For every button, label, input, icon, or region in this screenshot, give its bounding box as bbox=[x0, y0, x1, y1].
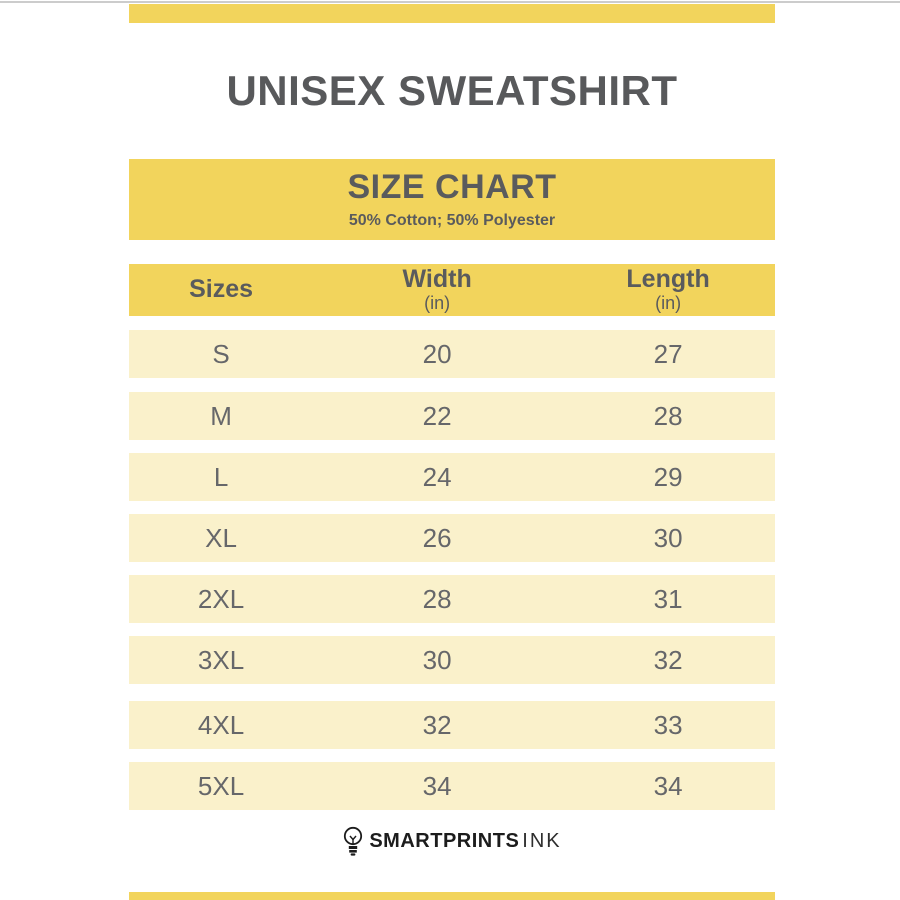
length-value: 29 bbox=[653, 461, 683, 492]
bottom-accent-bar bbox=[129, 892, 775, 900]
table-row: M 22 28 bbox=[129, 392, 775, 440]
width-value: 28 bbox=[422, 583, 452, 614]
width-value: 24 bbox=[422, 461, 452, 492]
column-header-sizes: Sizes bbox=[189, 274, 254, 303]
size-value: M bbox=[210, 400, 232, 431]
size-value: 5XL bbox=[197, 770, 245, 801]
table-row: 4XL 32 33 bbox=[129, 701, 775, 749]
table-row: 3XL 30 32 bbox=[129, 636, 775, 684]
size-chart-header: SIZE CHART 50% Cotton; 50% Polyester bbox=[129, 159, 775, 240]
length-value: 27 bbox=[653, 338, 683, 369]
table-row: L 24 29 bbox=[129, 453, 775, 501]
size-value: 4XL bbox=[197, 709, 245, 740]
fabric-composition: 50% Cotton; 50% Polyester bbox=[348, 211, 556, 229]
page-title: UNISEX SWEATSHIRT bbox=[226, 67, 678, 114]
length-value: 34 bbox=[653, 770, 683, 801]
length-value: 32 bbox=[653, 644, 683, 675]
size-chart-heading: SIZE CHART bbox=[347, 168, 557, 207]
size-value: S bbox=[212, 338, 230, 369]
brand-logo: SMARTPRINTS INK bbox=[129, 822, 775, 860]
table-header-row: Sizes Width (in) Length (in) bbox=[129, 264, 775, 316]
table-row: 2XL 28 31 bbox=[129, 575, 775, 623]
brand-name-light: INK bbox=[522, 829, 562, 852]
width-value: 22 bbox=[422, 400, 452, 431]
length-value: 30 bbox=[653, 522, 683, 553]
length-value: 28 bbox=[653, 400, 683, 431]
size-value: XL bbox=[205, 522, 237, 553]
brand-name-bold: SMARTPRINTS bbox=[369, 829, 520, 852]
table-row: S 20 27 bbox=[129, 330, 775, 378]
width-value: 26 bbox=[422, 522, 452, 553]
size-value: 2XL bbox=[197, 583, 245, 614]
column-header-length: Length (in) bbox=[626, 264, 710, 314]
size-value: L bbox=[213, 461, 229, 492]
length-value: 31 bbox=[653, 583, 683, 614]
width-value: 32 bbox=[422, 709, 452, 740]
length-value: 33 bbox=[653, 709, 683, 740]
table-row: XL 26 30 bbox=[129, 514, 775, 562]
width-value: 20 bbox=[422, 338, 452, 369]
top-border-line bbox=[0, 1, 900, 3]
width-value: 30 bbox=[422, 644, 452, 675]
top-accent-bar bbox=[129, 4, 775, 23]
lightbulb-icon bbox=[342, 825, 364, 857]
table-row: 5XL 34 34 bbox=[129, 762, 775, 810]
width-value: 34 bbox=[422, 770, 452, 801]
size-value: 3XL bbox=[197, 644, 245, 675]
column-header-width: Width (in) bbox=[402, 264, 472, 314]
